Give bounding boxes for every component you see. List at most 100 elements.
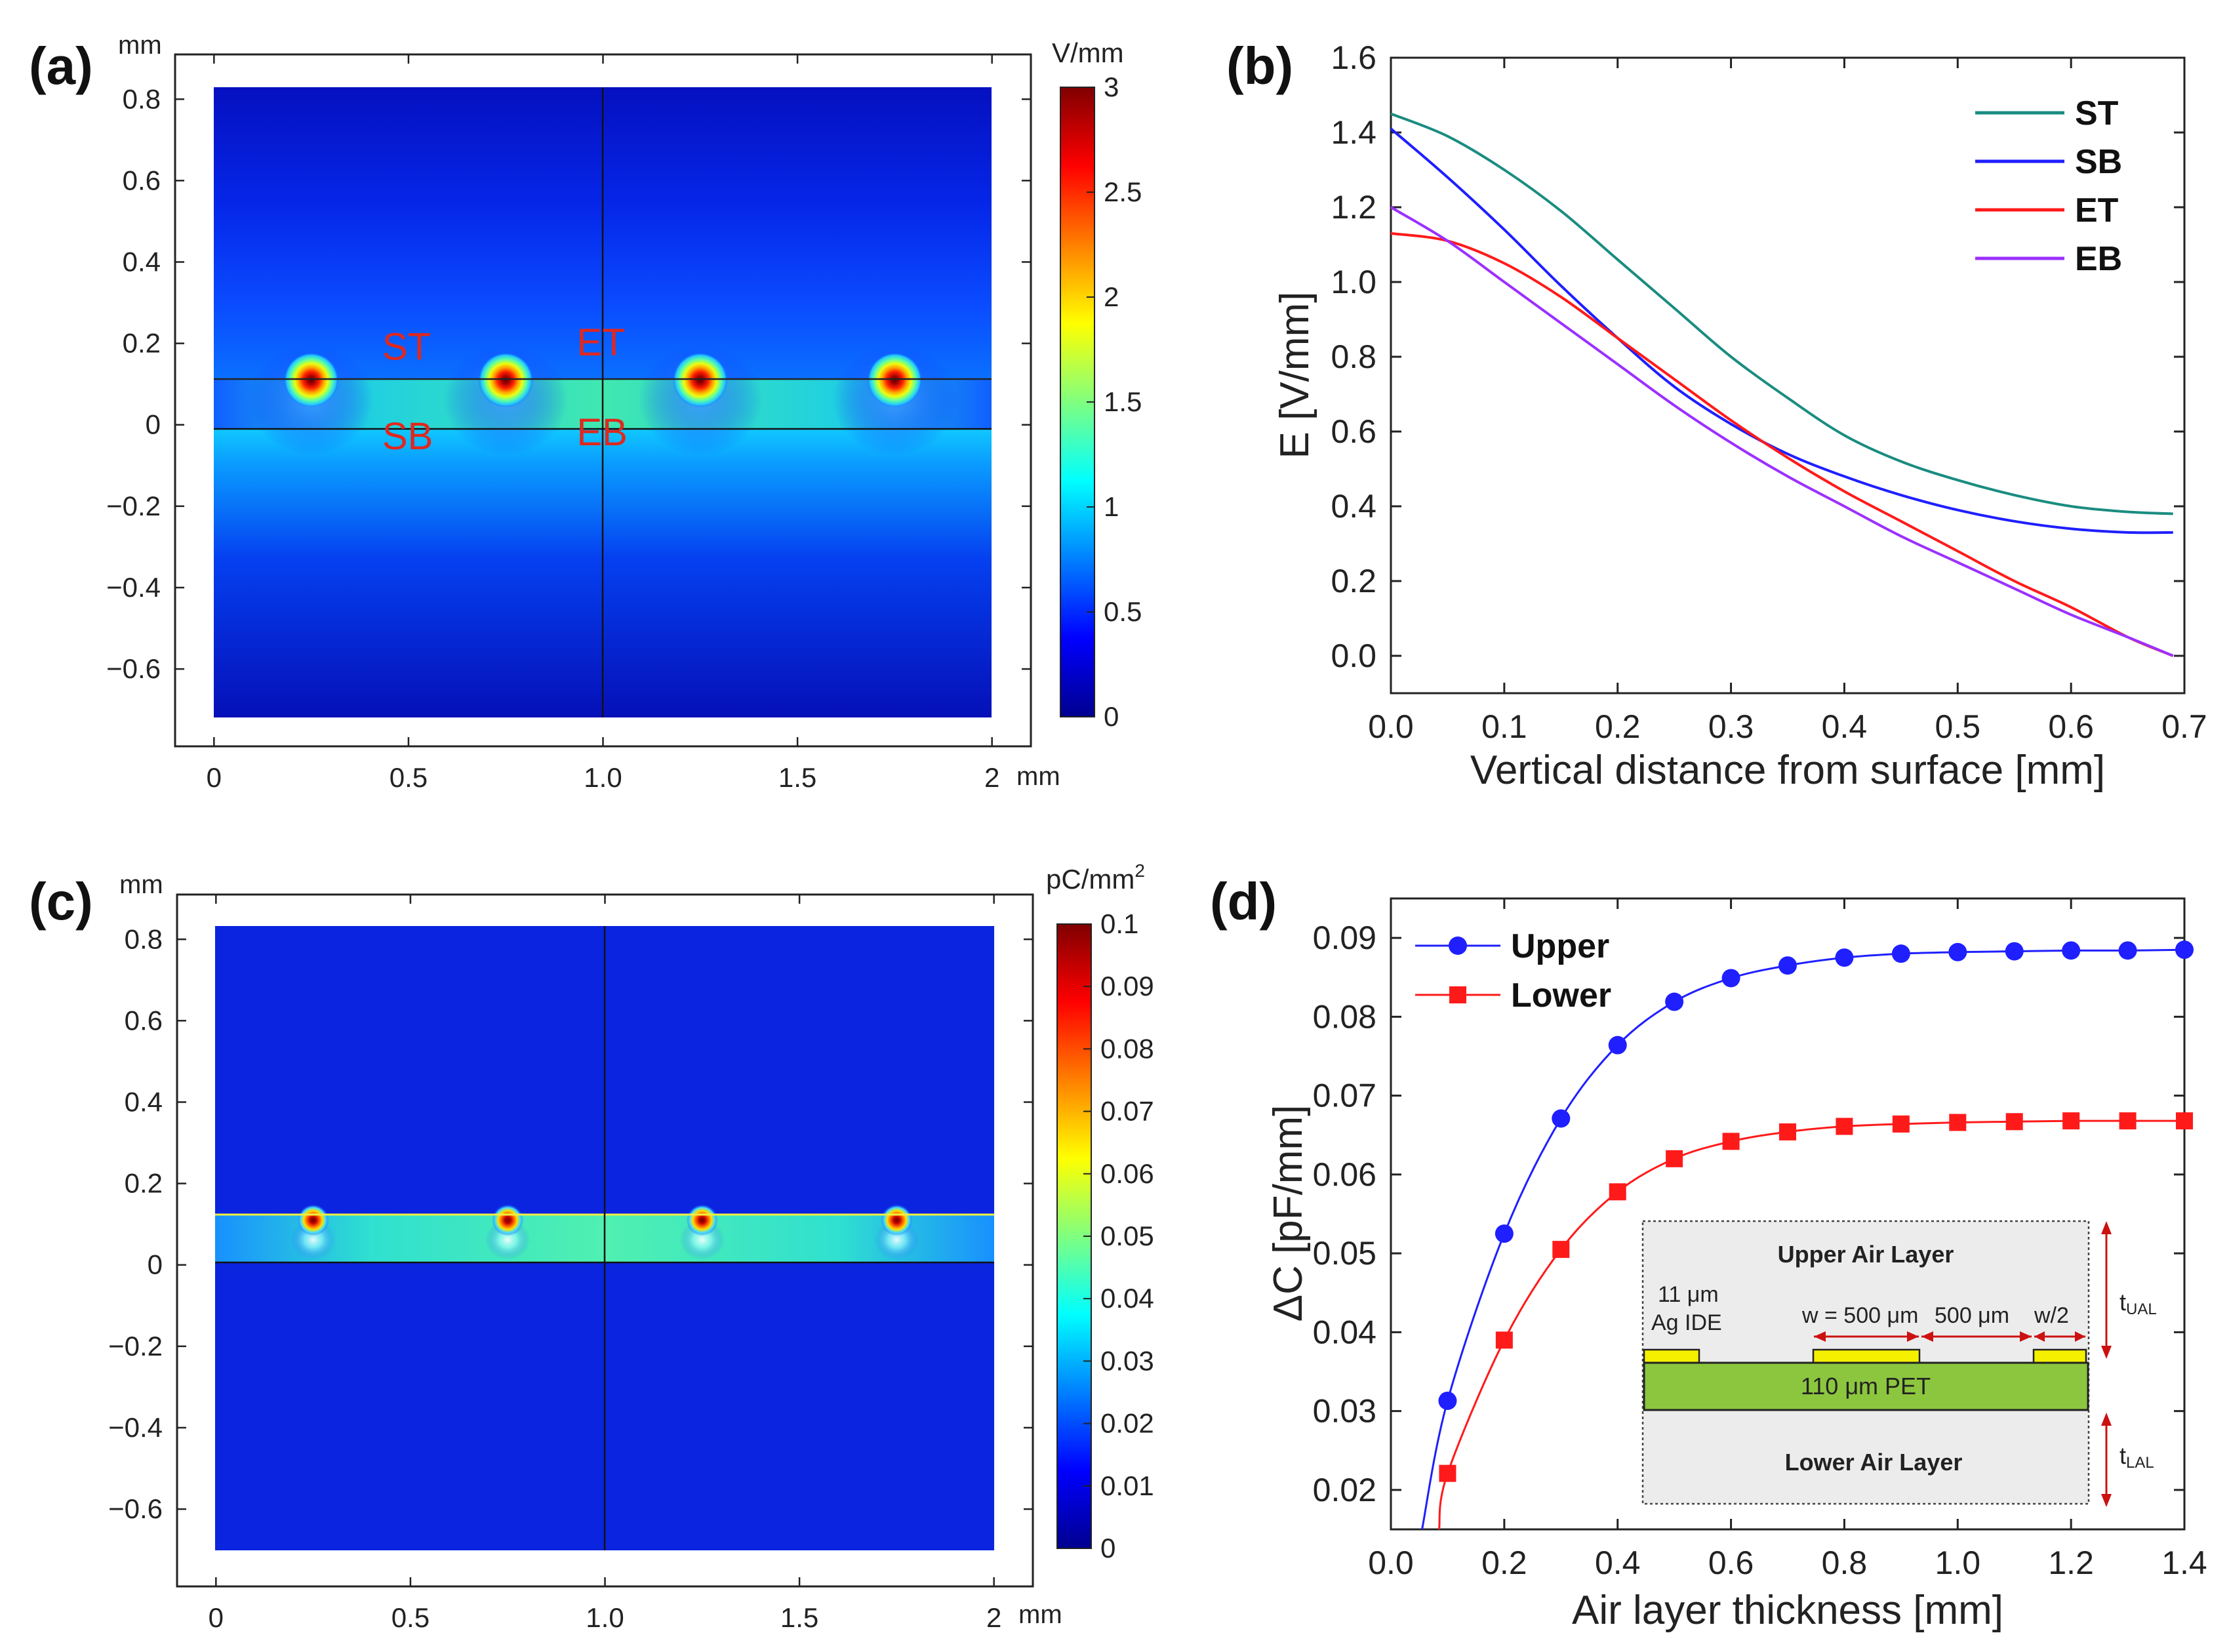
series-line-st	[1390, 112, 2173, 515]
legend-marker-upper	[1449, 937, 1467, 955]
y-tick-label: 0.04	[1313, 1314, 1376, 1350]
panel-d-series	[1421, 940, 2194, 1530]
data-point-upper	[1665, 992, 1684, 1011]
inset-pet-label: 110 μm PET	[1801, 1373, 1931, 1400]
panel-b-axes: 0.0 0.1 0.2 0.3 0.4 0.5 0.6 0.7 0.0 0.2 0.4 0.6 0.8 1…	[1331, 39, 2207, 745]
panel-b-plot-frame	[1390, 56, 2186, 695]
panel-a-field-domain	[214, 87, 992, 717]
panel-b-series	[1390, 112, 2174, 657]
y-tick-label: 0.05	[1313, 1235, 1376, 1272]
inset-ide-label-line2: Ag IDE	[1651, 1310, 1722, 1335]
x-tick-label: 1.0	[1935, 1544, 1981, 1581]
panel-c-axes: 0 0.5 1.0 1.5 2 0.8 0.6 0.4 0.2 0 −0.2 −0.4 −0.6	[108, 895, 1033, 1633]
x-tick-label: 1.4	[2161, 1544, 2207, 1581]
legend-label-lower: Lower	[1511, 977, 1611, 1015]
inset-t-ual-label: tUAL	[2119, 1289, 2157, 1318]
panel-label-d: (d)	[1210, 872, 1277, 931]
y-tick-label: 0.8	[1331, 338, 1376, 375]
electrode-hotspot	[297, 1204, 329, 1236]
panel-a-x-unit: mm	[1016, 762, 1060, 791]
panel-a-y-unit: mm	[118, 31, 162, 60]
x-tick-label: 0.2	[1595, 708, 1641, 745]
data-point-lower	[1666, 1150, 1683, 1167]
y-tick-label: 0.06	[1313, 1156, 1376, 1193]
inset-lower-air-label: Lower Air Layer	[1785, 1449, 1963, 1476]
y-tick-label: 0.6	[1331, 413, 1376, 450]
y-tick-label: 1.6	[1331, 39, 1376, 76]
colorbar-tick-label: 3	[1104, 71, 1119, 102]
x-tick-label: 0.2	[1481, 1544, 1527, 1581]
annotation-st: ST	[382, 325, 431, 368]
colorbar-tick-label: 0.05	[1100, 1220, 1154, 1251]
panel-a-axes: 0 0.5 1.0 1.5 2 0.8 0.6 0.4 0.2 0 −0.2 −0.4 −0.6	[106, 54, 1031, 793]
data-point-upper	[1721, 969, 1740, 988]
x-tick-label: 0.5	[1935, 708, 1981, 745]
legend-label-et: ET	[2075, 191, 2119, 230]
colorbar-tick-label: 0	[1104, 701, 1119, 732]
data-point-upper	[1495, 1224, 1514, 1243]
series-line-et	[1390, 232, 2174, 657]
electrode-hotspot	[672, 352, 728, 408]
x-tick-label: 2	[984, 762, 999, 793]
data-point-lower	[1552, 1241, 1570, 1259]
panel-d-inset-schematic: Upper Air Layer 11 μm Ag IDE w = 500 μm …	[1641, 1220, 2157, 1507]
y-tick-label: 0.6	[123, 165, 161, 195]
panel-d-x-axis-label: Air layer thickness [mm]	[1572, 1588, 2003, 1633]
y-tick-label: −0.4	[106, 572, 161, 603]
inset-arrowhead	[1907, 1331, 1919, 1342]
panel-d-legend: Upper Lower	[1415, 927, 1611, 1015]
panel-c-y-unit: mm	[119, 870, 163, 899]
inset-ag-electrode	[2032, 1348, 2087, 1364]
y-tick-label: 0.03	[1313, 1393, 1376, 1430]
annotation-et: ET	[577, 321, 626, 364]
panel-b-y-axis-label: E [V/mm]	[1272, 292, 1317, 459]
panel-c-colorbar	[1056, 923, 1092, 1549]
inset-arrowhead	[1814, 1331, 1826, 1342]
data-point-upper	[1608, 1036, 1627, 1055]
colorbar-tick-label: 0.03	[1100, 1345, 1154, 1376]
data-point-lower	[2062, 1112, 2080, 1130]
y-tick-label: 0.0	[1331, 637, 1376, 674]
colorbar-tick-label: 1	[1104, 491, 1119, 522]
x-tick-label: 1.0	[584, 762, 622, 793]
panel-a-annotations: ST ET SB EB	[382, 321, 628, 458]
y-tick-label: 0.6	[125, 1005, 163, 1036]
data-point-lower	[2119, 1112, 2137, 1130]
panel-c-electrode-hotspots	[297, 1204, 913, 1236]
data-point-lower	[1495, 1331, 1513, 1349]
x-tick-label: 0	[207, 762, 222, 793]
inset-arrowhead	[1921, 1331, 1933, 1342]
colorbar-tick-label: 2	[1104, 281, 1119, 312]
inset-half-width-label: w/2	[2034, 1303, 2069, 1328]
x-tick-label: 0.0	[1368, 1544, 1414, 1581]
data-point-lower	[1892, 1115, 1910, 1133]
x-tick-label: 0.5	[392, 1602, 430, 1633]
panel-c-x-unit: mm	[1018, 1600, 1062, 1629]
y-tick-label: 0	[148, 1249, 163, 1280]
panel-d-line-chart: 0.0 0.2 0.4 0.6 0.8 1.0 1.2 1.4 0.02 0.03 0.04 0.05…	[1266, 897, 2207, 1633]
x-tick-label: 0.1	[1481, 708, 1527, 745]
inset-arrowhead	[2020, 1331, 2032, 1342]
panel-a-electrode-hotspots	[283, 352, 923, 408]
x-tick-label: 0.7	[2161, 708, 2207, 745]
y-tick-label: 0	[146, 409, 161, 440]
y-tick-label: 0.09	[1313, 919, 1376, 956]
panel-label-b: (b)	[1226, 37, 1293, 95]
panel-a-colorbar-unit: V/mm	[1052, 37, 1124, 68]
x-tick-label: 0.3	[1708, 708, 1754, 745]
data-point-lower	[1836, 1118, 1853, 1135]
data-point-upper	[2175, 940, 2194, 959]
colorbar-tick-label: 0.1	[1100, 908, 1138, 939]
legend-label-upper: Upper	[1511, 927, 1609, 965]
x-tick-label: 0.0	[1368, 708, 1414, 745]
y-tick-label: 0.8	[125, 923, 163, 954]
y-tick-label: 0.2	[125, 1168, 163, 1199]
panel-a-efield-map: ST ET SB EB 0 0.5 1.0 1.5 2 0.8 0.6 0.4 0.2 0 −0.2 −0.…	[106, 31, 1142, 793]
data-point-upper	[2118, 941, 2137, 960]
colorbar-tick-label: 0.04	[1100, 1283, 1154, 1314]
inset-arrowhead	[2075, 1331, 2085, 1342]
panel-c-field-domain	[215, 926, 994, 1550]
x-tick-label: 0.4	[1595, 1544, 1641, 1581]
x-tick-label: 1.5	[778, 762, 816, 793]
